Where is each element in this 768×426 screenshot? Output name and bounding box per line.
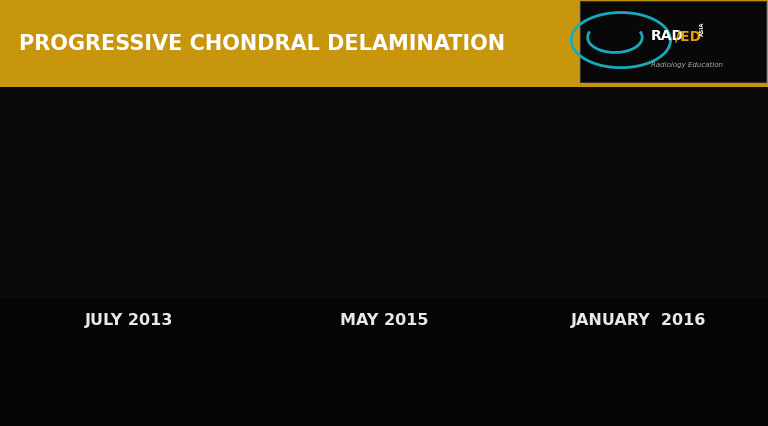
Bar [580,2,766,83]
Bar [0,0,768,87]
Text: ASIA: ASIA [700,21,705,36]
Text: PROGRESSIVE CHONDRAL DELAMINATION: PROGRESSIVE CHONDRAL DELAMINATION [19,34,505,54]
Text: RAD: RAD [650,29,684,43]
Text: JANUARY  2016: JANUARY 2016 [571,312,707,327]
Text: /ED: /ED [675,29,701,43]
Text: Radiology Education: Radiology Education [650,62,723,68]
Text: JULY 2013: JULY 2013 [85,312,174,327]
Bar [0,85,768,298]
Bar [0,45,768,87]
Text: MAY 2015: MAY 2015 [339,312,429,327]
